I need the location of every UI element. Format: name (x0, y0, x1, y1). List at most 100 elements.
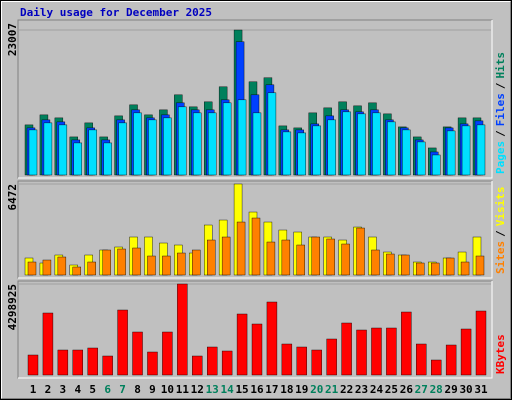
x-tick-label: 29 (445, 383, 458, 396)
bar (133, 112, 142, 176)
x-tick-label: 15 (235, 383, 248, 396)
y-tick-label: 23007 (6, 23, 19, 56)
bar (102, 249, 111, 276)
bar (311, 349, 322, 376)
bar (461, 125, 471, 176)
bar (43, 122, 53, 176)
legend: KBytes (494, 334, 507, 374)
bar (147, 351, 158, 376)
x-tick-label: 26 (400, 383, 414, 396)
x-tick-label: 8 (134, 383, 141, 396)
bar (222, 102, 232, 176)
bar (162, 255, 171, 276)
bar (460, 261, 470, 276)
legend: Pages / Files / Hits (494, 52, 507, 174)
bar (58, 124, 68, 176)
x-tick-label: 10 (161, 383, 174, 396)
x-tick-label: 14 (221, 383, 235, 396)
bar (281, 343, 293, 376)
bar (178, 106, 187, 176)
bar (132, 247, 141, 276)
x-tick-label: 25 (385, 383, 398, 396)
bar (341, 243, 350, 276)
bar (193, 112, 202, 176)
panel-bevel (18, 20, 493, 179)
x-tick-label: 27 (415, 383, 428, 396)
bar (371, 249, 380, 276)
x-tick-label: 22 (340, 383, 353, 396)
bar (431, 359, 442, 376)
bar (251, 323, 263, 376)
chart-title: Daily usage for December 2025 (20, 6, 212, 19)
bar (147, 255, 156, 276)
x-tick-label: 2 (45, 383, 52, 396)
bar (402, 129, 411, 176)
legend: Sites / Visits (494, 187, 507, 275)
x-tick-label: 17 (265, 383, 278, 396)
x-tick-label: 5 (89, 383, 96, 396)
bar (401, 254, 410, 276)
bar (266, 241, 276, 276)
bar (476, 124, 486, 176)
bar (312, 125, 321, 176)
bar (163, 117, 172, 176)
x-tick-label: 12 (191, 383, 204, 396)
bar (118, 122, 127, 176)
bar (27, 354, 39, 376)
bar (42, 312, 54, 376)
x-tick-label: 1 (30, 383, 37, 396)
bar (57, 256, 67, 276)
bar (28, 129, 38, 176)
legend-entry: KBytes (494, 334, 507, 374)
bar (342, 111, 351, 176)
bar (192, 249, 201, 276)
bar (371, 327, 382, 376)
bar (206, 346, 218, 376)
bar (460, 328, 472, 376)
bar (446, 130, 456, 176)
bar (372, 112, 381, 176)
bar (57, 349, 69, 376)
bar (431, 262, 440, 276)
bar (326, 338, 337, 376)
legend-entry: Files (494, 93, 507, 126)
x-tick-label: 7 (119, 383, 126, 396)
x-tick-label: 20 (310, 383, 323, 396)
bar (386, 253, 395, 276)
x-tick-label: 11 (176, 383, 190, 396)
bar (416, 343, 427, 376)
x-tick-label: 3 (60, 383, 67, 396)
y-tick-label: 6472 (6, 184, 19, 211)
bar (432, 154, 441, 176)
bar (401, 311, 412, 376)
bar (72, 349, 84, 376)
bar (177, 283, 188, 376)
bar (117, 309, 128, 376)
bar (236, 313, 248, 376)
bar (475, 255, 485, 276)
bar (326, 238, 335, 276)
bar (162, 331, 173, 376)
legend-separator: / (494, 230, 507, 237)
bar (267, 92, 277, 176)
bar (357, 113, 366, 176)
bar (297, 132, 306, 176)
x-tick-label: 24 (370, 383, 384, 396)
x-tick-label: 23 (355, 383, 368, 396)
x-tick-label: 31 (474, 383, 488, 396)
legend-separator: / (494, 82, 507, 89)
bar (445, 344, 457, 376)
bar (236, 221, 246, 276)
legend-entry: Hits (494, 52, 507, 79)
bar (282, 131, 292, 176)
bar (148, 119, 157, 176)
panel-bevel (18, 181, 493, 279)
legend-entry: Visits (494, 187, 507, 227)
bar (311, 236, 320, 276)
x-tick-label: 4 (74, 383, 81, 396)
legend-separator: / (494, 130, 507, 137)
bar (356, 329, 367, 376)
bar (252, 112, 262, 176)
